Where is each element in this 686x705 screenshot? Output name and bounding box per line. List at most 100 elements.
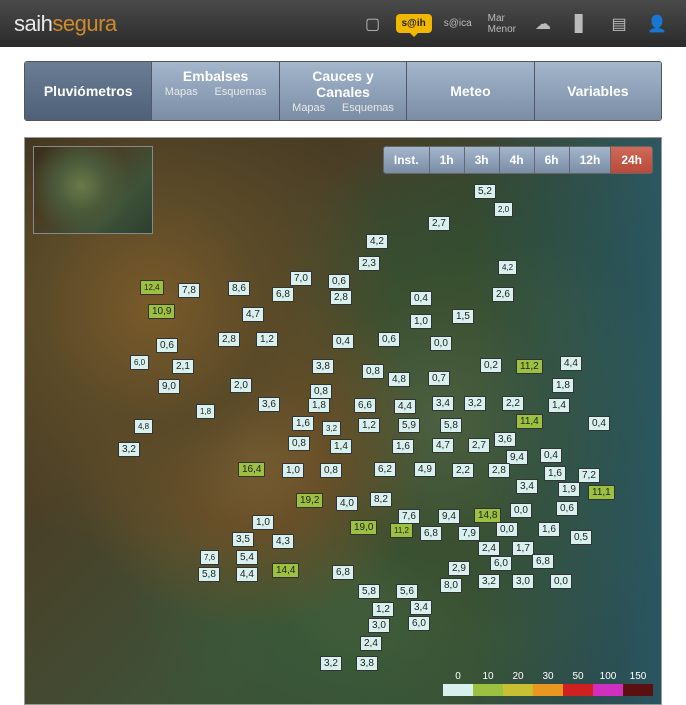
rain-marker[interactable]: 6,2 — [374, 462, 396, 477]
tab-embalses[interactable]: Embalses Mapas Esquemas — [151, 62, 278, 120]
rain-marker[interactable]: 2,6 — [492, 287, 514, 302]
rain-marker[interactable]: 0,0 — [550, 574, 572, 589]
rain-marker[interactable]: 0,4 — [588, 416, 610, 431]
rain-marker[interactable]: 8,0 — [440, 578, 462, 593]
cloud-icon[interactable]: ☁ — [528, 9, 558, 39]
rain-marker[interactable]: 19,0 — [350, 520, 377, 535]
rain-marker[interactable]: 0,6 — [378, 332, 400, 347]
marmenor-link[interactable]: Mar Menor — [488, 13, 516, 35]
tab-meteo[interactable]: Meteo — [406, 62, 533, 120]
tab-pluviometros[interactable]: Pluviómetros — [25, 62, 151, 120]
time-3h[interactable]: 3h — [464, 147, 499, 173]
time-1h[interactable]: 1h — [429, 147, 464, 173]
rain-marker[interactable]: 7,9 — [458, 526, 480, 541]
rain-marker[interactable]: 1,6 — [392, 439, 414, 454]
embalses-mapas[interactable]: Mapas — [165, 86, 198, 98]
rain-marker[interactable]: 3,2 — [322, 421, 341, 436]
rain-marker[interactable]: 4,8 — [134, 419, 153, 434]
rain-marker[interactable]: 6,8 — [272, 287, 294, 302]
rain-marker[interactable]: 1,8 — [196, 404, 215, 419]
rain-marker[interactable]: 1,6 — [292, 416, 314, 431]
rain-marker[interactable]: 19,2 — [296, 493, 323, 508]
rain-marker[interactable]: 3,0 — [512, 574, 534, 589]
rain-marker[interactable]: 2,7 — [428, 216, 450, 231]
rain-marker[interactable]: 1,6 — [544, 466, 566, 481]
rain-marker[interactable]: 12,4 — [140, 280, 164, 295]
rain-marker[interactable]: 6,0 — [490, 556, 512, 571]
time-4h[interactable]: 4h — [499, 147, 534, 173]
rain-marker[interactable]: 4,2 — [498, 260, 517, 275]
rain-marker[interactable]: 2,7 — [468, 438, 490, 453]
embalses-esquemas[interactable]: Esquemas — [214, 86, 266, 98]
rain-marker[interactable]: 4,4 — [560, 356, 582, 371]
rain-marker[interactable]: 0,0 — [510, 503, 532, 518]
rain-marker[interactable]: 2,2 — [502, 396, 524, 411]
rain-marker[interactable]: 5,9 — [398, 418, 420, 433]
tab-variables[interactable]: Variables — [534, 62, 661, 120]
rain-marker[interactable]: 3,2 — [464, 396, 486, 411]
rain-marker[interactable]: 3,6 — [258, 397, 280, 412]
rain-marker[interactable]: 2,4 — [478, 541, 500, 556]
rain-marker[interactable]: 7,2 — [578, 468, 600, 483]
time-12h[interactable]: 12h — [569, 147, 611, 173]
rain-marker[interactable]: 5,8 — [198, 567, 220, 582]
rain-marker[interactable]: 0,5 — [570, 530, 592, 545]
rain-marker[interactable]: 1,6 — [538, 522, 560, 537]
rain-marker[interactable]: 4,7 — [432, 438, 454, 453]
tab-cauces[interactable]: Cauces y Canales Mapas Esquemas — [279, 62, 406, 120]
rain-marker[interactable]: 0,4 — [332, 334, 354, 349]
rain-marker[interactable]: 2,3 — [358, 256, 380, 271]
rain-marker[interactable]: 0,4 — [540, 448, 562, 463]
rain-marker[interactable]: 3,6 — [494, 432, 516, 447]
rain-marker[interactable]: 1,8 — [308, 398, 330, 413]
rain-marker[interactable]: 1,4 — [330, 439, 352, 454]
rain-marker[interactable]: 0,8 — [288, 436, 310, 451]
rain-marker[interactable]: 5,4 — [236, 550, 258, 565]
rain-marker[interactable]: 5,2 — [474, 184, 496, 199]
rain-marker[interactable]: 4,8 — [388, 372, 410, 387]
rain-marker[interactable]: 7,6 — [200, 550, 219, 565]
rain-marker[interactable]: 0,8 — [362, 364, 384, 379]
rain-marker[interactable]: 3,2 — [320, 656, 342, 671]
rain-marker[interactable]: 6,8 — [420, 526, 442, 541]
map[interactable]: Inst. 1h 3h 4h 6h 12h 24h 5,2 2,0 2,7 4,2 2,… — [24, 137, 662, 705]
rain-marker[interactable]: 6,8 — [332, 565, 354, 580]
rain-marker[interactable]: 6,6 — [354, 398, 376, 413]
rain-marker[interactable]: 1,7 — [512, 541, 534, 556]
cauces-esquemas[interactable]: Esquemas — [342, 102, 394, 114]
rain-marker[interactable]: 9,0 — [158, 379, 180, 394]
rain-marker[interactable]: 1,5 — [452, 309, 474, 324]
minimap[interactable] — [33, 146, 153, 234]
rain-marker[interactable]: 3,8 — [312, 359, 334, 374]
rain-marker[interactable]: 0,8 — [320, 463, 342, 478]
time-inst[interactable]: Inst. — [384, 147, 429, 173]
logo[interactable]: saihsegura — [14, 11, 117, 37]
rain-marker[interactable]: 1,2 — [358, 418, 380, 433]
rain-marker[interactable]: 16,4 — [238, 462, 265, 477]
rain-marker[interactable]: 0,8 — [310, 384, 332, 399]
rain-marker[interactable]: 2,8 — [218, 332, 240, 347]
time-24h[interactable]: 24h — [610, 147, 652, 173]
rain-marker[interactable]: 3,8 — [356, 656, 378, 671]
rain-marker[interactable]: 7,0 — [290, 271, 312, 286]
rain-marker[interactable]: 4,2 — [366, 234, 388, 249]
rain-marker[interactable]: 7,6 — [398, 509, 420, 524]
rain-marker[interactable]: 1,2 — [372, 602, 394, 617]
time-6h[interactable]: 6h — [534, 147, 569, 173]
rain-marker[interactable]: 1,4 — [548, 398, 570, 413]
rain-marker[interactable]: 3,4 — [432, 396, 454, 411]
rain-marker[interactable]: 3,2 — [118, 442, 140, 457]
rain-marker[interactable]: 11,4 — [516, 414, 543, 429]
rain-marker[interactable]: 3,0 — [368, 618, 390, 633]
rain-marker[interactable]: 11,1 — [588, 485, 615, 500]
rain-marker[interactable]: 5,6 — [396, 584, 418, 599]
rain-marker[interactable]: 0,7 — [428, 371, 450, 386]
rain-marker[interactable]: 2,0 — [494, 202, 513, 217]
tablet-icon[interactable]: ▢ — [358, 9, 388, 39]
book-icon[interactable]: ▋ — [566, 9, 596, 39]
rain-marker[interactable]: 8,2 — [370, 492, 392, 507]
rain-marker[interactable]: 1,0 — [282, 463, 304, 478]
rain-marker[interactable]: 6,0 — [130, 355, 149, 370]
rain-marker[interactable]: 3,5 — [232, 532, 254, 547]
rain-marker[interactable]: 4,4 — [236, 567, 258, 582]
